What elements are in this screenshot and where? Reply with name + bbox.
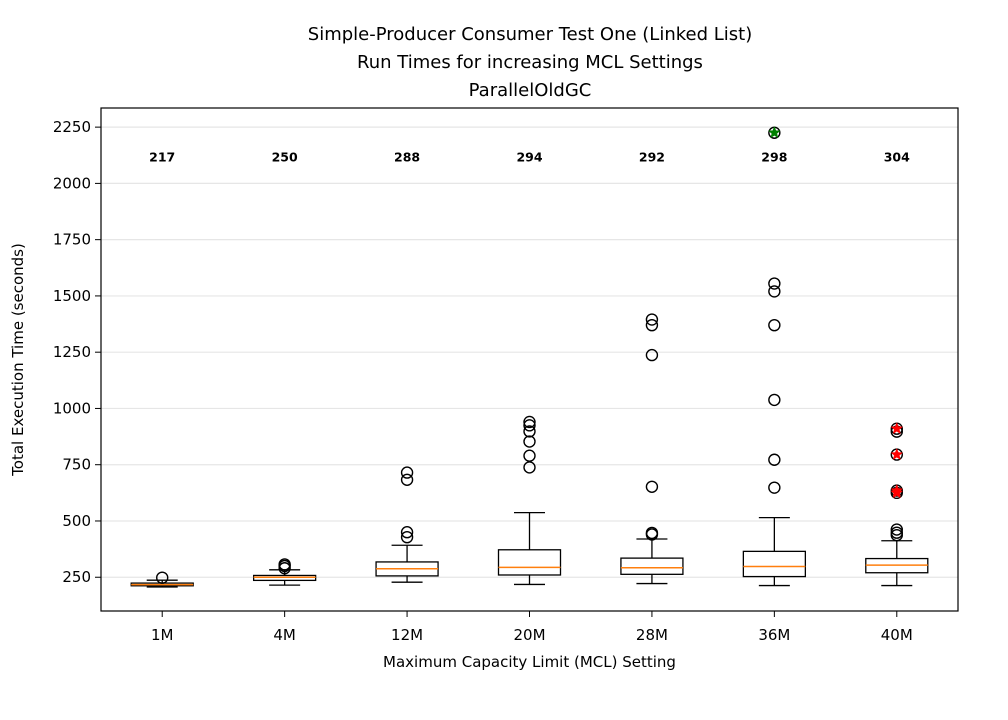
median-value-label: 294 (516, 149, 542, 164)
chart-title-line-3: ParallelOldGC (469, 80, 592, 101)
outlier-point (400, 466, 414, 479)
outlier-point (523, 425, 536, 438)
y-tick-label: 1000 (53, 399, 91, 417)
x-axis-ticks: 1M 4M 12M 20M 28M 36M 40M (151, 611, 913, 644)
outlier-point (768, 285, 781, 298)
highlighted-point (890, 422, 904, 435)
box-40M (865, 422, 929, 587)
y-tick-label: 250 (62, 568, 91, 586)
box-iqr (742, 550, 807, 578)
outlier-point (768, 318, 781, 332)
box-1M (130, 571, 194, 588)
highlight-star-marker (890, 486, 904, 499)
outlier-point (645, 348, 659, 362)
outlier-point (523, 435, 536, 448)
outlier-point (768, 393, 781, 407)
median-value-label: 292 (639, 149, 665, 164)
y-tick-label: 500 (62, 512, 91, 530)
outlier-point (768, 277, 781, 290)
gridlines (101, 126, 958, 578)
highlight-star-marker (767, 126, 781, 139)
y-tick-label: 2000 (53, 174, 91, 192)
median-value-label: 304 (884, 149, 910, 164)
x-tick-label: 12M (391, 626, 423, 644)
outlier-point (890, 526, 903, 539)
x-tick-label: 36M (758, 626, 790, 644)
outlier-point (278, 558, 291, 571)
median-value-label: 250 (272, 149, 298, 164)
y-tick-label: 1250 (53, 343, 91, 361)
highlighted-point (767, 126, 781, 139)
x-axis-label: Maximum Capacity Limit (MCL) Setting (383, 653, 676, 671)
y-axis-ticks: 250 500 750 1000 1250 1500 1750 2000 2250 (53, 118, 101, 586)
outlier-point (400, 526, 414, 539)
outlier-point (890, 523, 903, 536)
highlighted-point (890, 486, 904, 499)
median-labels: 217 250 288 294 292 298 304 (149, 149, 910, 164)
outlier-point (523, 419, 536, 432)
outlier-point (523, 415, 536, 429)
outlier-point (156, 571, 169, 584)
y-tick-label: 750 (62, 456, 91, 474)
outlier-point (645, 318, 659, 332)
box-4M (252, 558, 317, 586)
y-tick-label: 1750 (53, 231, 91, 249)
median-value-label: 288 (394, 149, 420, 164)
median-value-label: 217 (149, 149, 175, 164)
outlier-point (645, 313, 659, 326)
box-28M (620, 313, 684, 585)
box-12M (375, 466, 439, 583)
highlight-star-marker (890, 447, 904, 460)
y-axis-label: Total Execution Time (seconds) (9, 243, 27, 477)
outlier-point (523, 461, 536, 474)
x-tick-label: 1M (151, 626, 174, 644)
box-20M (497, 415, 562, 586)
y-tick-label: 1500 (53, 287, 91, 305)
chart-title-line-2: Run Times for increasing MCL Settings (357, 52, 703, 73)
chart-title: Simple-Producer Consumer Test One (Linke… (308, 24, 752, 101)
outlier-point (645, 480, 659, 493)
median-value-label: 298 (761, 149, 787, 164)
highlight-star-marker (890, 422, 904, 435)
outlier-point (400, 473, 414, 486)
y-tick-label: 2250 (53, 118, 91, 136)
boxes (130, 126, 929, 588)
highlighted-point (890, 447, 904, 460)
box-36M (742, 126, 807, 587)
x-tick-label: 40M (881, 626, 913, 644)
chart-title-line-1: Simple-Producer Consumer Test One (Linke… (308, 24, 752, 45)
outlier-point (400, 530, 414, 544)
x-tick-label: 20M (513, 626, 545, 644)
box-iqr (497, 549, 562, 576)
outlier-point (523, 449, 536, 462)
outlier-point (645, 526, 659, 540)
x-tick-label: 28M (636, 626, 668, 644)
x-tick-label: 4M (273, 626, 296, 644)
outlier-point (768, 481, 781, 494)
box-iqr (620, 557, 684, 575)
outlier-point (768, 453, 781, 466)
